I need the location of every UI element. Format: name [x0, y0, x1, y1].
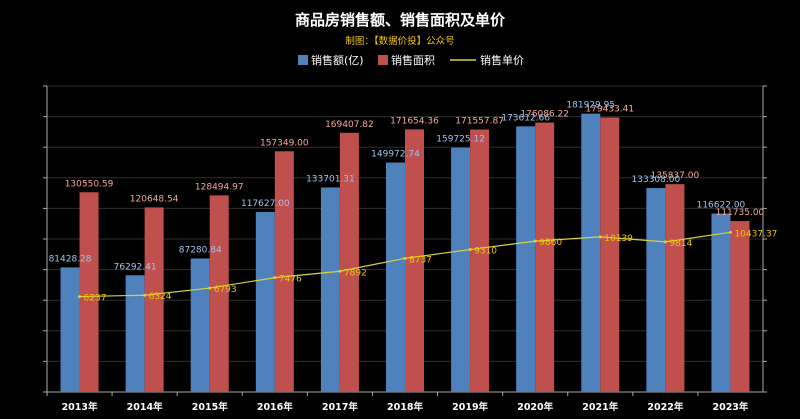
bar-sales-amount	[646, 188, 666, 392]
data-label-sales-area: 130550.59	[65, 179, 114, 189]
data-label-price: 6324	[149, 292, 172, 302]
x-tick-label: 2017年	[322, 401, 358, 413]
data-label-price: 10139	[604, 234, 633, 244]
bar-sales-area	[730, 221, 750, 392]
data-label-sales-area: 157349.00	[260, 138, 309, 148]
line-point-price	[403, 256, 407, 260]
axes: 2013年 2014年 2015年 2016年 2017年 2018年 2019年 2020年…	[43, 85, 767, 413]
legend-label-price: 销售单价	[480, 53, 524, 67]
bar-sales-amount	[386, 162, 405, 392]
line-point-price	[78, 295, 82, 299]
legend: 销售额(亿) 销售面积 销售单价	[298, 53, 524, 67]
data-label-price: 7476	[279, 275, 302, 285]
bar-sales-amount	[451, 147, 471, 392]
bar-sales-area	[339, 132, 359, 392]
data-label-sales-amount: 116622.00	[697, 201, 746, 211]
line-point-price	[143, 293, 147, 297]
data-label-price: 7892	[344, 268, 367, 278]
bar-sales-area	[600, 117, 620, 392]
bar-sales-area	[665, 184, 685, 392]
x-tick-label: 2018年	[387, 401, 423, 413]
data-label-sales-area: 128494.97	[195, 182, 244, 192]
data-label-price: 9860	[539, 238, 562, 248]
data-labels: 81428.28 130550.59 76292.41 120648.54 87280.…	[49, 101, 778, 304]
data-label-sales-amount: 173612.66	[501, 113, 550, 123]
bar-sales-area	[470, 129, 490, 392]
line-point-price	[338, 269, 342, 273]
data-label-sales-area: 120648.54	[130, 194, 179, 204]
bar-sales-amount	[320, 187, 340, 392]
data-label-sales-amount: 181929.95	[566, 101, 615, 111]
bar-sales-area	[405, 129, 424, 392]
bar-sales-amount	[516, 126, 536, 393]
line-point-price	[728, 230, 732, 234]
data-label-sales-amount: 81428.28	[49, 254, 92, 264]
bar-sales-area	[209, 195, 229, 392]
data-label-price: 6237	[84, 294, 107, 304]
bar-sales-area	[274, 151, 294, 392]
data-label-sales-area: 179433.41	[585, 104, 634, 114]
bar-sales-amount	[255, 212, 275, 392]
bar-sales-area	[144, 207, 164, 392]
bar-sales-amount	[581, 113, 601, 392]
price-line	[78, 230, 732, 299]
x-tick-label: 2013年	[62, 401, 98, 413]
line-point-price	[468, 248, 472, 252]
data-label-sales-area: 111735.00	[716, 208, 765, 218]
data-label-sales-amount: 133308.00	[632, 175, 681, 185]
x-tick-label: 2019年	[452, 401, 488, 413]
data-label-sales-area: 171654.36	[390, 116, 439, 126]
line-point-price	[663, 240, 667, 244]
x-tick-label: 2014年	[127, 401, 163, 413]
data-label-sales-amount: 87280.84	[179, 245, 222, 255]
data-label-price: 9310	[474, 247, 497, 257]
x-tick-label: 2021年	[582, 401, 618, 413]
data-label-sales-area: 135837.00	[651, 171, 700, 181]
x-tick-label: 2023年	[712, 401, 748, 413]
bar-sales-amount	[190, 258, 210, 392]
line-point-price	[598, 235, 602, 239]
data-label-price: 6793	[214, 285, 237, 295]
line-point-price	[273, 276, 277, 280]
x-tick-label: 2020年	[517, 401, 553, 413]
line-point-price	[208, 286, 212, 290]
bar-sales-area	[79, 192, 99, 392]
bar-sales-area	[535, 122, 555, 393]
data-label-sales-amount: 133701.31	[306, 174, 355, 184]
data-label-sales-amount: 117627.00	[241, 199, 290, 209]
legend-swatch-sales-amount	[298, 55, 308, 65]
chart-subtitle: 制图：【数据价投】公众号	[345, 35, 454, 47]
x-tick-label: 2016年	[257, 401, 293, 413]
bar-sales-amount	[125, 275, 145, 392]
data-label-sales-amount: 76292.41	[114, 262, 157, 272]
x-tick-label: 2015年	[192, 401, 228, 413]
data-label-sales-amount: 159725.12	[436, 135, 485, 145]
data-label-sales-area: 171557.87	[455, 117, 504, 127]
data-label-sales-area: 169407.82	[325, 120, 374, 130]
bar-sales-amount	[711, 213, 731, 392]
chart-title: 商品房销售额、销售面积及单价	[295, 11, 506, 29]
line-point-price	[533, 239, 537, 243]
data-label-sales-area: 176086.22	[520, 110, 569, 120]
x-tick-label: 2022年	[647, 401, 683, 413]
data-label-sales-amount: 149972.74	[371, 150, 420, 160]
legend-swatch-sales-area	[378, 55, 388, 65]
legend-label-sales-amount: 销售额(亿)	[311, 53, 364, 67]
data-label-price: 9814	[669, 239, 692, 249]
data-label-price: 8737	[409, 255, 432, 265]
data-label-price: 10437.37	[734, 229, 777, 239]
legend-label-sales-area: 销售面积	[391, 53, 435, 67]
bars	[60, 113, 750, 393]
bar-sales-amount	[60, 267, 80, 392]
